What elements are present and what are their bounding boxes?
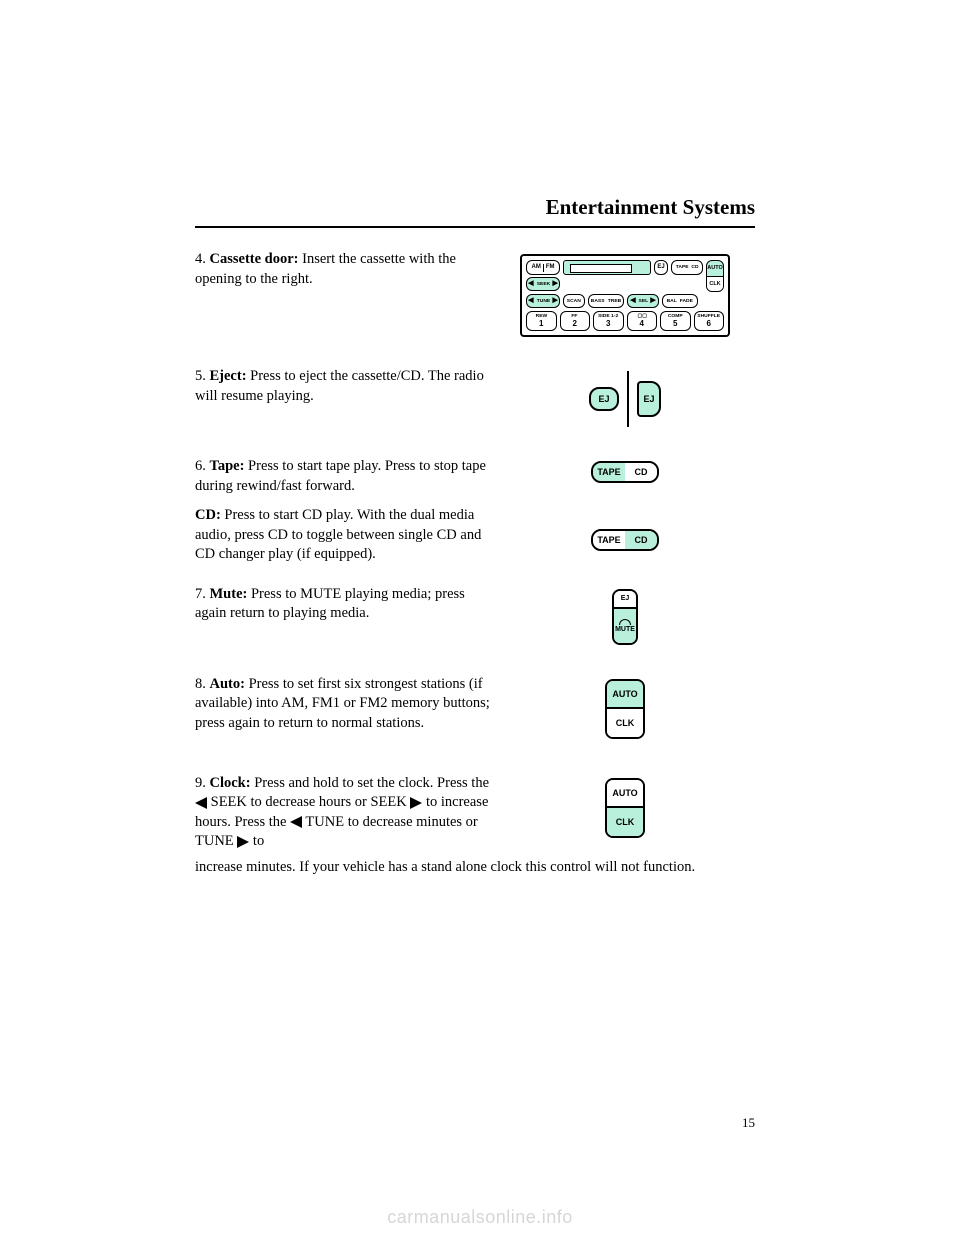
page-number: 15 — [742, 1115, 755, 1131]
radio-scan: SCAN — [563, 294, 585, 308]
section-4-text: 4. Cassette door: Insert the cassette wi… — [195, 250, 495, 299]
radio-bal: BAL — [667, 298, 677, 303]
radio-am: AM — [531, 264, 540, 271]
radio-treb: TREB — [608, 298, 621, 303]
s6a-num: 6. — [195, 458, 206, 474]
auto-clk-button-2: AUTO CLK — [605, 778, 645, 838]
figure-mute: EJ MUTE — [495, 585, 755, 645]
section-9: 9. Clock: Press and hold to set the cloc… — [195, 774, 755, 862]
s8-label: Auto: — [210, 676, 245, 692]
s4-label: Cassette door: — [210, 251, 299, 267]
page-title: Entertainment Systems — [195, 195, 755, 220]
s5-num: 5. — [195, 368, 206, 384]
figure-radio: AM FM EJ TAPE CD AUTO CLK — [495, 250, 755, 337]
eject-button-left: EJ — [589, 387, 619, 411]
s7-num: 7. — [195, 586, 206, 602]
s4-num: 4. — [195, 251, 206, 267]
s9-b1: Press and hold to set the clock. Press t… — [251, 775, 489, 791]
eject-button-right: EJ — [637, 381, 661, 417]
preset-2: FF2 — [560, 311, 591, 331]
tape-cd-button-1: TAPE CD — [591, 461, 659, 483]
section-7: 7. Mute: Press to MUTE playing media; pr… — [195, 585, 755, 645]
radio-fade: FADE — [680, 298, 693, 303]
section-5: 5. Eject: Press to eject the cassette/CD… — [195, 367, 755, 427]
preset-4: ▢▢4 — [627, 311, 658, 331]
preset-6: SHUFFLE6 — [694, 311, 725, 331]
radio-fm: FM — [546, 264, 555, 271]
figure-auto: AUTO CLK — [495, 675, 755, 739]
section-7-text: 7. Mute: Press to MUTE playing media; pr… — [195, 585, 495, 634]
radio-presets: REW1 FF2 SIDE 1-23 ▢▢4 COMP5 SHUFFLE6 — [526, 311, 724, 331]
figure-tape-cd: TAPE CD TAPE CD — [495, 457, 755, 551]
figure-clock: AUTO CLK — [495, 774, 755, 838]
s9-b2: SEEK to decrease hours or SEEK — [207, 794, 410, 810]
s6b-body: Press to start CD play. With the dual me… — [195, 507, 481, 562]
header-rule — [195, 226, 755, 228]
triangle-right-icon — [237, 836, 249, 848]
s9-b5: to — [249, 833, 264, 849]
preset-3: SIDE 1-23 — [593, 311, 624, 331]
radio-sel: SEL — [638, 298, 648, 303]
radio-tape: TAPE — [676, 265, 689, 270]
s9-label: Clock: — [210, 775, 251, 791]
auto-clk-button-1: AUTO CLK — [605, 679, 645, 739]
separator — [627, 371, 629, 427]
section-4: 4. Cassette door: Insert the cassette wi… — [195, 250, 755, 337]
triangle-right-icon — [410, 797, 422, 809]
section-6-text: 6. Tape: Press to start tape play. Press… — [195, 457, 495, 575]
page-content: Entertainment Systems 4. Cassette door: … — [195, 195, 755, 877]
s8-num: 8. — [195, 676, 206, 692]
triangle-left-icon — [195, 797, 207, 809]
radio-display — [563, 260, 651, 275]
radio-seek: SEEK — [536, 281, 549, 286]
tape-cd-button-2: TAPE CD — [591, 529, 659, 551]
s7-label: Mute: — [210, 586, 248, 602]
radio-tune: TUNE — [536, 298, 549, 303]
s5-label: Eject: — [210, 368, 247, 384]
radio-auto: AUTO — [707, 261, 723, 277]
section-5-text: 5. Eject: Press to eject the cassette/CD… — [195, 367, 495, 416]
section-6: 6. Tape: Press to start tape play. Press… — [195, 457, 755, 575]
radio-faceplate: AM FM EJ TAPE CD AUTO CLK — [520, 254, 730, 337]
section-9-tail: increase minutes. If your vehicle has a … — [195, 858, 755, 878]
section-9-text: 9. Clock: Press and hold to set the cloc… — [195, 774, 495, 862]
s9-num: 9. — [195, 775, 206, 791]
phone-icon — [619, 619, 631, 625]
section-8-text: 8. Auto: Press to set first six stronges… — [195, 675, 495, 744]
radio-cd: CD — [692, 265, 699, 270]
triangle-left-icon — [290, 816, 302, 828]
watermark: carmanualsonline.info — [0, 1207, 960, 1228]
s6b-label: CD: — [195, 507, 221, 523]
figure-eject: EJ EJ — [495, 367, 755, 427]
radio-clk: CLK — [707, 277, 723, 292]
radio-ej: EJ — [654, 260, 668, 275]
s6a-label: Tape: — [210, 458, 245, 474]
radio-bass: BASS — [591, 298, 605, 303]
preset-1: REW1 — [526, 311, 557, 331]
section-8: 8. Auto: Press to set first six stronges… — [195, 675, 755, 744]
preset-5: COMP5 — [660, 311, 691, 331]
ej-mute-button: EJ MUTE — [612, 589, 638, 645]
